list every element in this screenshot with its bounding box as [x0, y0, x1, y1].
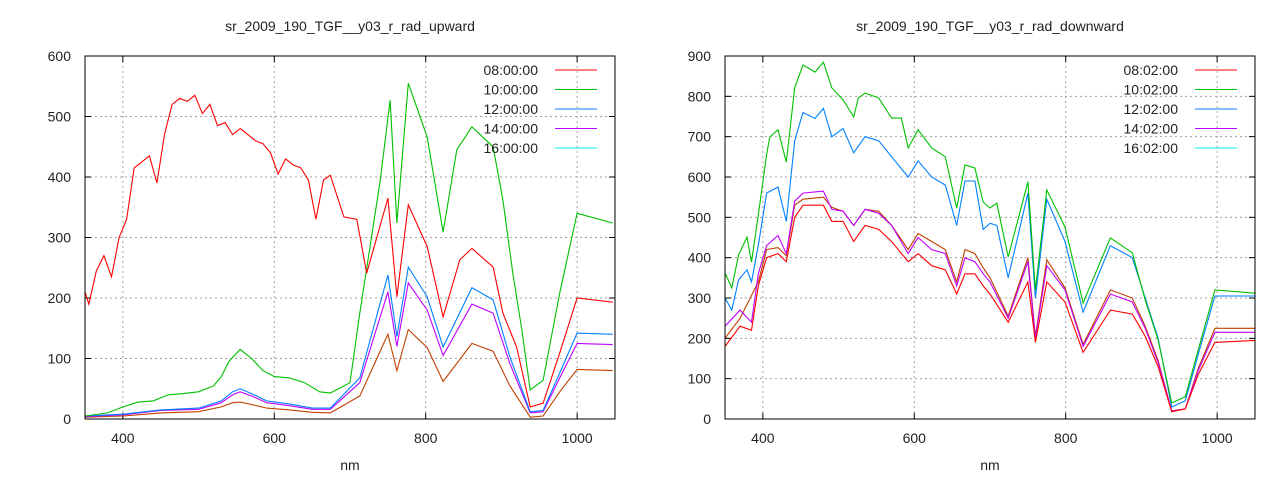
y-tick-label: 100	[48, 351, 72, 367]
chart-panel-1: 400 600 800 1000 0 100 200 300 400 500 600 700 800 90…	[688, 18, 1256, 473]
x-tick-label: 800	[414, 430, 438, 446]
y-tick-label: 900	[688, 48, 712, 64]
y-tick-label: 0	[63, 411, 71, 427]
x-tick-label: 600	[903, 430, 927, 446]
legend-label: 10:02:00	[1124, 82, 1179, 98]
series-group	[85, 83, 613, 418]
series-line-100200	[725, 60, 1255, 404]
series-line-160000	[85, 328, 613, 418]
legend-label: 16:02:00	[1124, 140, 1179, 156]
series-line-160200	[725, 196, 1255, 412]
x-axis-label: nm	[340, 457, 359, 473]
x-tick-label: 400	[111, 430, 135, 446]
plot-frame	[84, 55, 616, 420]
legend-label: 08:02:00	[1124, 62, 1179, 78]
x-tick-label: 400	[751, 430, 775, 446]
y-tick-label: 300	[688, 290, 712, 306]
legend-label: 12:00:00	[484, 101, 539, 117]
chart-title: sr_2009_190_TGF__y03_r_rad_upward	[225, 18, 475, 34]
y-tick-label: 600	[48, 48, 72, 64]
legend-label: 14:02:00	[1124, 121, 1179, 137]
y-tick-label: 0	[703, 411, 711, 427]
y-tick-label: 300	[48, 230, 72, 246]
legend-label: 08:00:00	[484, 62, 539, 78]
legend-label: 14:00:00	[484, 121, 539, 137]
series-line-080000	[85, 94, 613, 408]
series-line-120000	[85, 265, 613, 417]
chart-panel-0: 400 600 800 1000 0 100 200 300 400 500 600 08:00:00…	[48, 18, 616, 473]
x-axis-label: nm	[980, 457, 999, 473]
legend-label: 10:00:00	[484, 82, 539, 98]
y-tick-label: 500	[48, 109, 72, 125]
series-line-120200	[725, 107, 1255, 408]
y-tick-label: 400	[48, 169, 72, 185]
x-tick-label: 1000	[562, 430, 593, 446]
legend-label: 16:00:00	[484, 140, 539, 156]
series-line-080200	[725, 204, 1255, 413]
y-tick-label: 800	[688, 88, 712, 104]
y-tick-label: 400	[688, 250, 712, 266]
series-line-100000	[85, 83, 613, 417]
y-tick-label: 200	[48, 290, 72, 306]
y-tick-label: 600	[688, 169, 712, 185]
chart-title: sr_2009_190_TGF__y03_r_rad_downward	[856, 18, 1124, 34]
y-tick-label: 700	[688, 129, 712, 145]
plot-frame	[724, 55, 1256, 420]
x-tick-label: 1000	[1202, 430, 1233, 446]
series-group	[725, 60, 1255, 413]
y-tick-label: 100	[688, 371, 712, 387]
y-tick-label: 200	[688, 330, 712, 346]
legend-label: 12:02:00	[1124, 101, 1179, 117]
x-tick-label: 800	[1054, 430, 1078, 446]
series-line-140200	[725, 190, 1255, 412]
x-tick-label: 600	[263, 430, 287, 446]
series-line-140000	[85, 281, 613, 418]
y-tick-label: 500	[688, 209, 712, 225]
